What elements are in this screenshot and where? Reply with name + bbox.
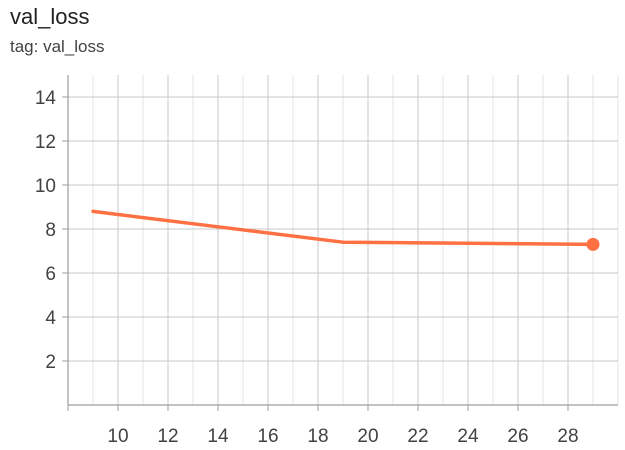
chart-title: val_loss — [10, 4, 90, 29]
x-tick-label: 22 — [407, 426, 428, 447]
x-gridlines — [67, 75, 619, 405]
y-tick-label: 12 — [35, 132, 56, 153]
y-tick-label: 8 — [45, 220, 56, 241]
x-tick-label: 10 — [107, 426, 128, 447]
series-layer — [91, 209, 600, 251]
x-tick-label: 26 — [507, 426, 528, 447]
series-line — [91, 209, 595, 247]
y-gridlines — [68, 96, 618, 362]
x-tick-label: 20 — [357, 426, 378, 447]
x-tick-label: 16 — [257, 426, 278, 447]
y-tick-label: 14 — [35, 88, 57, 109]
y-tick-label: 4 — [45, 308, 56, 329]
y-tick-labels: 2 4 6 8 10 12 14 — [35, 88, 57, 373]
y-tick-label: 6 — [45, 264, 56, 285]
chart-tag-line: tag: val_loss — [10, 37, 105, 56]
y-tick-label: 2 — [45, 352, 56, 373]
last-point-marker — [586, 237, 600, 251]
x-tick-label: 12 — [157, 426, 178, 447]
y-tick-label: 10 — [35, 176, 56, 197]
x-tick-label: 24 — [457, 426, 479, 447]
axes — [62, 75, 618, 411]
x-tick-label: 18 — [307, 426, 328, 447]
x-tick-label: 14 — [207, 426, 229, 447]
x-tick-labels: 10 12 14 16 18 20 22 24 26 28 — [107, 426, 578, 447]
x-tick-label: 28 — [557, 426, 578, 447]
